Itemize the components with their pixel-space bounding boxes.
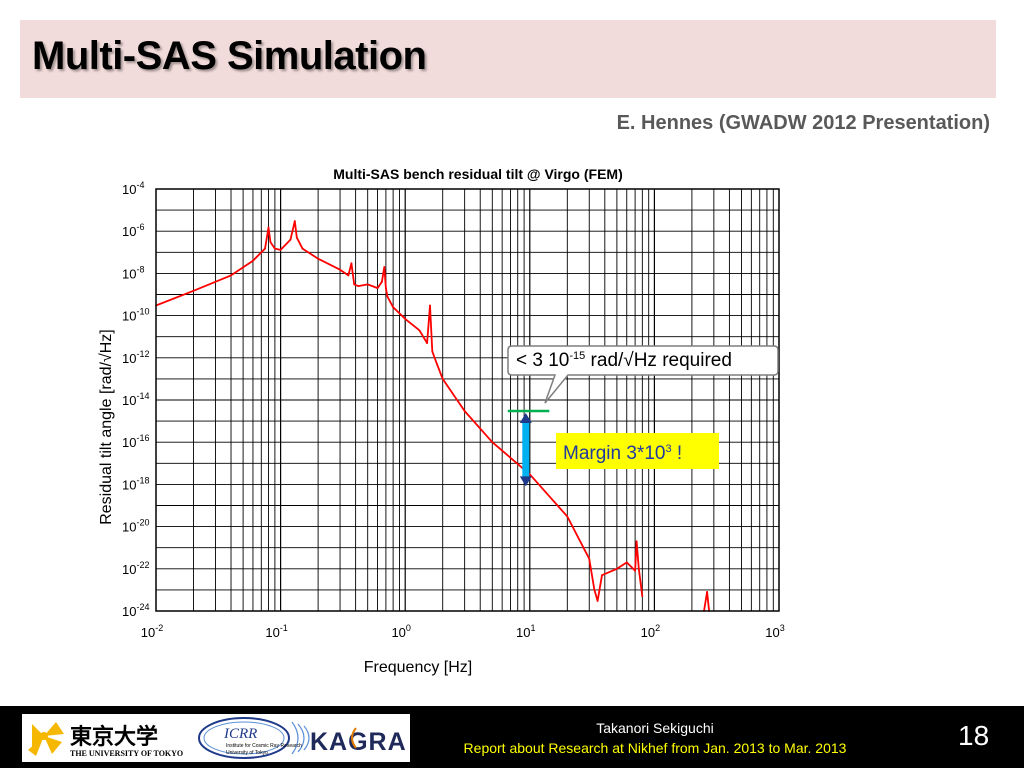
data-point (339, 268, 341, 271)
requirement-text: < 3 10-15 rad/√Hz required (516, 350, 732, 371)
data-point (566, 515, 569, 518)
data-point (230, 274, 232, 277)
data-point (350, 262, 353, 265)
margin-arrow-head-top (519, 413, 532, 424)
data-point (463, 410, 466, 412)
y-tick-label: 10-16 (122, 433, 149, 450)
data-point (429, 304, 431, 307)
grid (156, 188, 779, 611)
chart: Multi-SAS bench residual tilt @ Virgo (F… (98, 166, 785, 676)
icrr-logo: ICRR Institute for Cosmic Ray Research U… (198, 717, 310, 759)
footer-report: Report about Research at Nikhef from Jan… (463, 740, 847, 756)
x-tick-label: 10-2 (141, 623, 163, 640)
x-tick-label: 101 (516, 623, 535, 640)
citation: E. Hennes (GWADW 2012 Presentation) (616, 112, 990, 134)
data-point (431, 350, 434, 353)
data-point (293, 220, 296, 223)
data-point (347, 274, 350, 277)
y-tick-label: 10-18 (122, 475, 149, 492)
data-point (353, 283, 356, 286)
icrr-subtitle-1: Institute for Cosmic Ray Research (226, 743, 302, 749)
utokyo-logo: 東京大学 THE UNIVERSITY OF TOKYO (28, 722, 183, 758)
x-tick-label: 103 (765, 623, 784, 640)
margin-callout: Margin 3*103 ! (556, 433, 719, 469)
data-point (601, 574, 603, 577)
x-tick-label: 100 (391, 623, 410, 640)
x-tick-label: 10-1 (265, 623, 287, 640)
data-point (593, 589, 596, 591)
requirement-callout: < 3 10-15 rad/√Hz required (507, 345, 779, 404)
y-tick-label: 10-4 (122, 180, 144, 197)
data-point (596, 600, 599, 602)
kagra-text: KAGRA (310, 728, 407, 756)
data-point (289, 238, 292, 241)
data-point (392, 306, 395, 309)
margin-box (556, 433, 719, 469)
data-point (635, 540, 638, 543)
data-point (384, 287, 387, 290)
data-point (295, 236, 298, 239)
series-layer (155, 220, 711, 612)
x-tick-label: 102 (641, 623, 660, 640)
data-point (317, 257, 320, 260)
margin-text: Margin 3*103 ! (563, 443, 682, 464)
plot-frame (155, 188, 780, 612)
data-point (386, 295, 389, 298)
data-point (426, 342, 429, 344)
y-tick-label: 10-20 (122, 518, 149, 535)
data-point (380, 280, 383, 283)
slide-title: Multi-SAS Simulation (32, 34, 427, 78)
data-point (528, 473, 531, 476)
logo-strip: 東京大学 THE UNIVERSITY OF TOKYO ICRR Instit… (22, 714, 410, 762)
data-point (634, 569, 636, 572)
data-point (252, 259, 254, 262)
logos: 東京大学 THE UNIVERSITY OF TOKYO ICRR Instit… (28, 717, 407, 759)
data-point (269, 241, 272, 244)
data-point (491, 441, 494, 444)
data-point (418, 329, 421, 332)
page-number: 18 (958, 720, 990, 751)
icrr-text: ICRR (223, 726, 257, 742)
data-point (615, 567, 618, 570)
data-point (404, 317, 407, 320)
margin-arrow-head-bottom (519, 476, 532, 487)
icrr-subtitle-2: University of Tokyo (226, 750, 268, 756)
y-tick-label: 10-24 (122, 602, 149, 619)
annotation-layer (507, 409, 550, 487)
footer-author: Takanori Sekiguchi (596, 720, 714, 736)
data-point (436, 363, 438, 366)
data-point (376, 287, 379, 290)
y-axis-label: Residual tilt angle [rad/√Hz] (98, 329, 115, 525)
utokyo-english: THE UNIVERSITY OF TOKYO (70, 749, 183, 758)
data-point (383, 266, 386, 268)
callout-box (507, 345, 779, 404)
data-point (625, 561, 628, 564)
data-point (192, 289, 195, 292)
utokyo-kanji: 東京大学 (70, 724, 158, 750)
chart-title: Multi-SAS bench residual tilt @ Virgo (F… (333, 166, 623, 182)
data-point (588, 557, 591, 560)
title-bar: Multi-SAS Simulation (20, 20, 996, 98)
data-point (706, 591, 709, 593)
y-tick-label: 10-12 (122, 349, 149, 366)
data-point (301, 247, 304, 250)
y-tick-label: 10-22 (122, 560, 149, 577)
y-tick-label: 10-10 (122, 307, 149, 324)
x-axis-label: Frequency [Hz] (364, 659, 472, 676)
data-point (279, 248, 282, 251)
data-point (441, 378, 444, 380)
footer: 東京大学 THE UNIVERSITY OF TOKYO ICRR Instit… (0, 706, 1024, 768)
tick-labels: 10-2 10-1 100 101 102 103 10-4 10-6 10-8 10-10 10-… (122, 180, 785, 640)
y-tick-label: 10-6 (122, 222, 144, 239)
data-point (357, 285, 360, 288)
kagra-logo: KAGRA (310, 727, 407, 756)
data-point (273, 247, 276, 250)
y-tick-label: 10-14 (122, 391, 149, 408)
data-point (366, 283, 369, 286)
data-point (267, 226, 270, 229)
data-point (264, 247, 266, 250)
y-tick-label: 10-8 (122, 264, 144, 281)
data-point (637, 567, 640, 570)
data-point (641, 595, 644, 598)
